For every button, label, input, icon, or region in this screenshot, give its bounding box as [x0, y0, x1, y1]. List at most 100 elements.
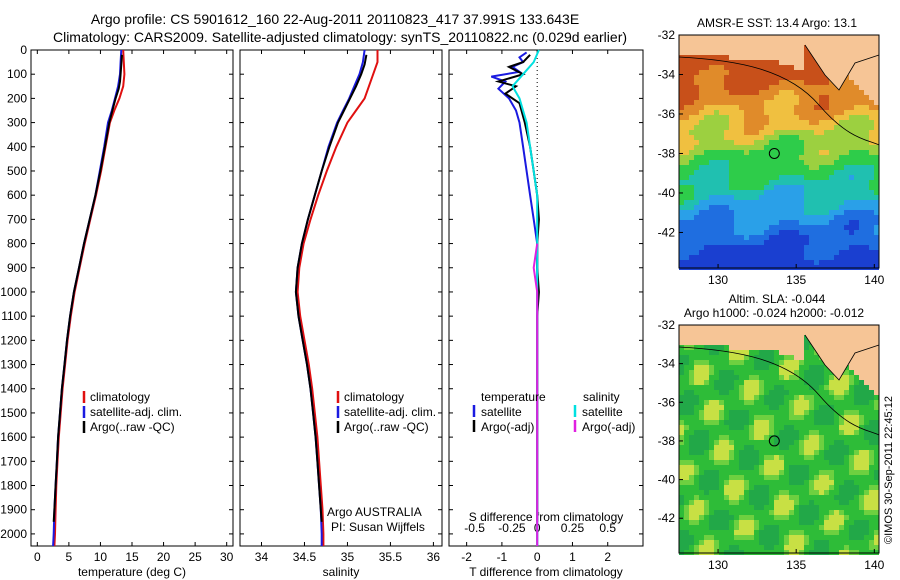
map-cell [754, 395, 759, 400]
map-cell [784, 520, 789, 525]
map-cell [759, 450, 764, 455]
map-cell [874, 355, 879, 360]
map-cell [754, 255, 759, 260]
map-cell [769, 530, 774, 535]
map-cell [759, 115, 764, 120]
map-cell [844, 180, 849, 185]
map-cell [739, 175, 744, 180]
map-cell [749, 160, 754, 165]
map-cell [839, 185, 844, 190]
map-cell [829, 475, 834, 480]
map-cell [714, 110, 719, 115]
map-cell [724, 350, 729, 355]
map-cell [704, 80, 709, 85]
map-cell [824, 220, 829, 225]
map-cell [759, 195, 764, 200]
map-cell [859, 190, 864, 195]
ytick-label: 0 [20, 43, 27, 57]
map-cell [854, 125, 859, 130]
map-cell [684, 545, 689, 550]
map-cell [679, 175, 684, 180]
map-cell [694, 90, 699, 95]
map-cell [854, 490, 859, 495]
map-cell [794, 405, 799, 410]
map-cell [684, 495, 689, 500]
map-cell [689, 385, 694, 390]
map-cell [709, 120, 714, 125]
map-cell [694, 415, 699, 420]
map-cell [854, 420, 859, 425]
map-cell [694, 95, 699, 100]
map-cell [804, 490, 809, 495]
map-cell [694, 145, 699, 150]
map-cell [719, 395, 724, 400]
map-cell [754, 330, 759, 335]
map-cell [804, 385, 809, 390]
map-cell [739, 540, 744, 545]
map-cell [724, 225, 729, 230]
map-cell [839, 210, 844, 215]
map-cell [809, 515, 814, 520]
map-cell [734, 165, 739, 170]
map-cell [769, 370, 774, 375]
map-cell [749, 205, 754, 210]
map-cell [689, 450, 694, 455]
map-cell [839, 390, 844, 395]
map-cell [754, 100, 759, 105]
map-cell [784, 250, 789, 255]
map-cell [734, 510, 739, 515]
map-cell [849, 540, 854, 545]
map-cell [704, 180, 709, 185]
map-cell [874, 110, 879, 115]
map-cell [874, 105, 879, 110]
map-cell [844, 495, 849, 500]
map-cell [704, 250, 709, 255]
map-cell [859, 470, 864, 475]
map-cell [804, 515, 809, 520]
map-cell [794, 545, 799, 550]
map-cell [859, 260, 864, 265]
map-cell [864, 490, 869, 495]
map-cell [694, 345, 699, 350]
map-cell [684, 325, 689, 330]
map-cell [744, 55, 749, 60]
map-cell [724, 175, 729, 180]
map-cell [814, 190, 819, 195]
map-cell [814, 445, 819, 450]
map-cell [779, 525, 784, 530]
map-cell [714, 530, 719, 535]
map-cell [869, 155, 874, 160]
map-cell [734, 105, 739, 110]
map-cell [809, 410, 814, 415]
map-cell [804, 475, 809, 480]
map-cell [679, 520, 684, 525]
map-cell [719, 225, 724, 230]
map-cell [809, 150, 814, 155]
map-cell [819, 540, 824, 545]
map-cell [774, 125, 779, 130]
map-cell [689, 60, 694, 65]
map-cell [764, 230, 769, 235]
map-cell [849, 450, 854, 455]
map-cell [684, 40, 689, 45]
map-cell [814, 510, 819, 515]
map-cell [829, 215, 834, 220]
map-cell [709, 185, 714, 190]
map-cell [794, 90, 799, 95]
map-cell [684, 170, 689, 175]
map-cell [734, 335, 739, 340]
map-cell [774, 210, 779, 215]
map-cell [714, 370, 719, 375]
map-cell [854, 205, 859, 210]
map-cell [684, 370, 689, 375]
map-cell [784, 205, 789, 210]
map-cell [779, 440, 784, 445]
map-cell [844, 95, 849, 100]
map-cell [734, 245, 739, 250]
map-cell [729, 260, 734, 265]
map-cell [764, 455, 769, 460]
map-cell [874, 245, 879, 250]
map-cell [859, 105, 864, 110]
map-cell [704, 240, 709, 245]
map-cell [864, 540, 869, 545]
